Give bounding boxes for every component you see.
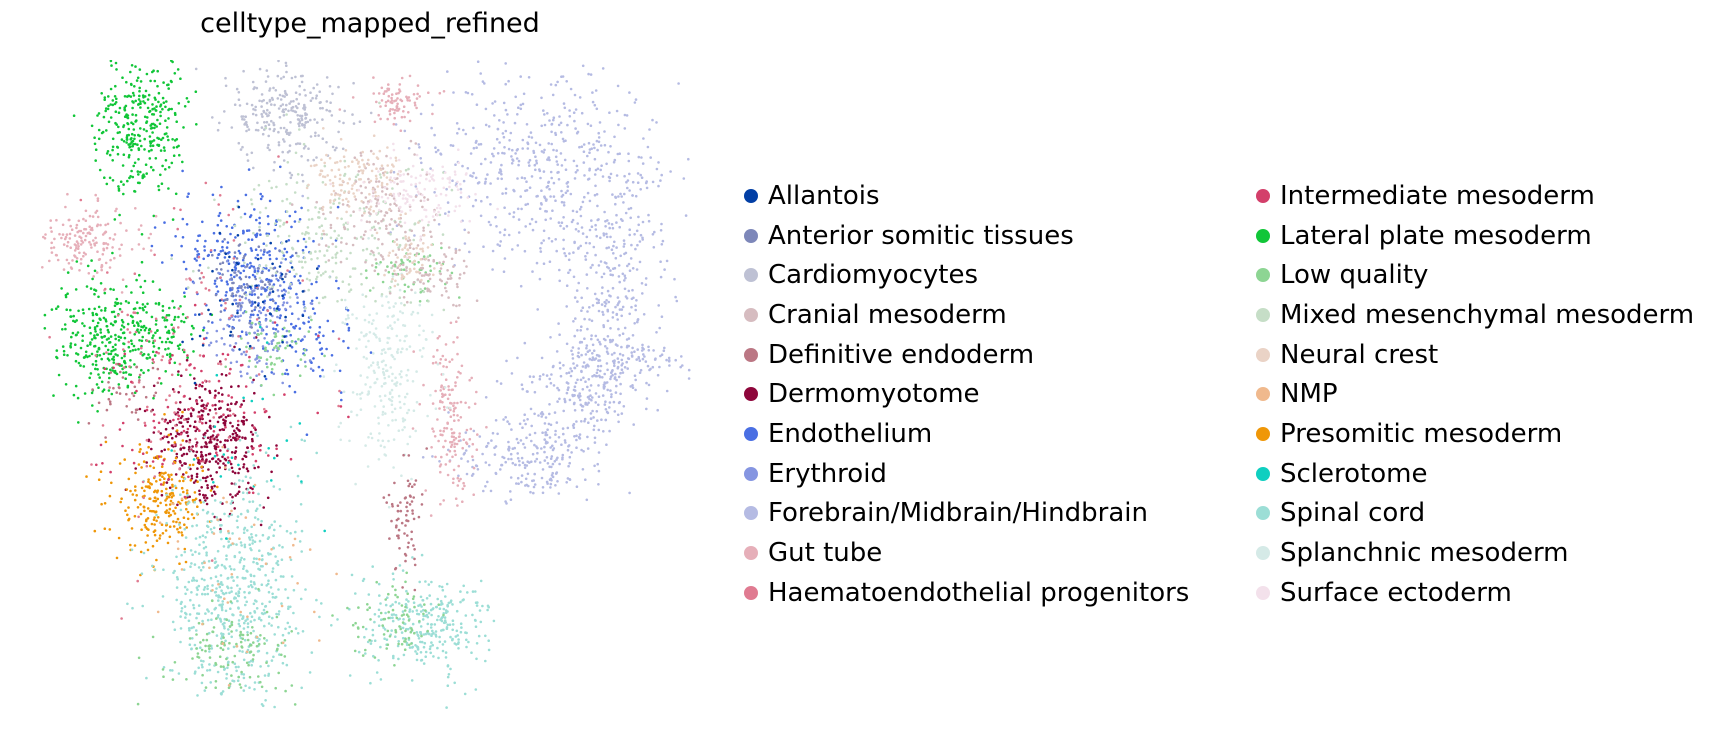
legend-swatch <box>1256 307 1270 322</box>
legend-label: Lateral plate mesoderm <box>1280 220 1592 251</box>
legend-label: Sclerotome <box>1280 458 1428 489</box>
legend-item: Surface ectoderm <box>1256 573 1694 613</box>
legend-column-1: Allantois Anterior somitic tissues Cardiom… <box>744 176 1189 613</box>
legend-swatch <box>1256 546 1270 561</box>
legend-swatch <box>1256 506 1270 521</box>
legend-swatch <box>1256 585 1270 600</box>
legend-swatch <box>1256 347 1270 362</box>
legend-swatch <box>744 585 758 600</box>
legend-swatch <box>1256 268 1270 283</box>
umap-scatter-plot <box>41 60 691 709</box>
legend-swatch <box>1256 188 1270 203</box>
legend-swatch <box>1256 426 1270 441</box>
legend-swatch <box>744 466 758 481</box>
legend-swatch <box>744 426 758 441</box>
legend-swatch <box>744 506 758 521</box>
legend-item: Gut tube <box>744 533 1189 573</box>
legend-item: NMP <box>1256 374 1694 414</box>
legend-item: Anterior somitic tissues <box>744 216 1189 256</box>
legend-item: Presomitic mesoderm <box>1256 414 1694 454</box>
legend-label: Spinal cord <box>1280 498 1426 529</box>
legend-item: Dermomyotome <box>744 374 1189 414</box>
legend-label: Dermomyotome <box>768 379 980 410</box>
legend-label: Intermediate mesoderm <box>1280 180 1595 211</box>
legend-swatch <box>744 228 758 243</box>
legend-item: Neural crest <box>1256 335 1694 375</box>
legend-item: Haematoendothelial progenitors <box>744 573 1189 613</box>
legend-label: Erythroid <box>768 458 887 489</box>
legend-label: Cardiomyocytes <box>768 260 978 291</box>
legend-item: Definitive endoderm <box>744 335 1189 375</box>
legend-label: Mixed mesenchymal mesoderm <box>1280 299 1695 330</box>
legend-swatch <box>1256 466 1270 481</box>
legend-item: Low quality <box>1256 255 1694 295</box>
legend-label: Neural crest <box>1280 339 1439 370</box>
legend-label: Splanchnic mesoderm <box>1280 538 1569 569</box>
legend-item: Forebrain/Midbrain/Hindbrain <box>744 494 1189 534</box>
legend-swatch <box>744 347 758 362</box>
legend-swatch <box>744 546 758 561</box>
legend-item: Sclerotome <box>1256 454 1694 494</box>
legend-item: Spinal cord <box>1256 494 1694 534</box>
legend-swatch <box>1256 228 1270 243</box>
legend-label: NMP <box>1280 379 1338 410</box>
legend-swatch <box>744 268 758 283</box>
legend-swatch <box>744 387 758 402</box>
legend-item: Erythroid <box>744 454 1189 494</box>
legend-label: Low quality <box>1280 260 1429 291</box>
legend-label: Haematoendothelial progenitors <box>768 577 1190 608</box>
legend-label: Gut tube <box>768 538 883 569</box>
legend-item: Lateral plate mesoderm <box>1256 216 1694 256</box>
legend-label: Presomitic mesoderm <box>1280 418 1563 449</box>
legend-item: Cardiomyocytes <box>744 255 1189 295</box>
legend-label: Allantois <box>768 180 880 211</box>
legend-item: Endothelium <box>744 414 1189 454</box>
legend-item: Allantois <box>744 176 1189 216</box>
legend-swatch <box>744 188 758 203</box>
legend-column-2: Intermediate mesoderm Lateral plate mesod… <box>1256 176 1694 613</box>
legend-label: Cranial mesoderm <box>768 299 1007 330</box>
legend-swatch <box>744 307 758 322</box>
legend-item: Mixed mesenchymal mesoderm <box>1256 295 1694 335</box>
legend-item: Cranial mesoderm <box>744 295 1189 335</box>
legend-label: Endothelium <box>768 418 933 449</box>
legend-label: Definitive endoderm <box>768 339 1035 370</box>
legend-swatch <box>1256 387 1270 402</box>
chart-title: celltype_mapped_refined <box>200 8 540 39</box>
legend-label: Forebrain/Midbrain/Hindbrain <box>768 498 1148 529</box>
legend-item: Intermediate mesoderm <box>1256 176 1694 216</box>
legend-label: Anterior somitic tissues <box>768 220 1074 251</box>
legend-label: Surface ectoderm <box>1280 577 1512 608</box>
legend-item: Splanchnic mesoderm <box>1256 533 1694 573</box>
